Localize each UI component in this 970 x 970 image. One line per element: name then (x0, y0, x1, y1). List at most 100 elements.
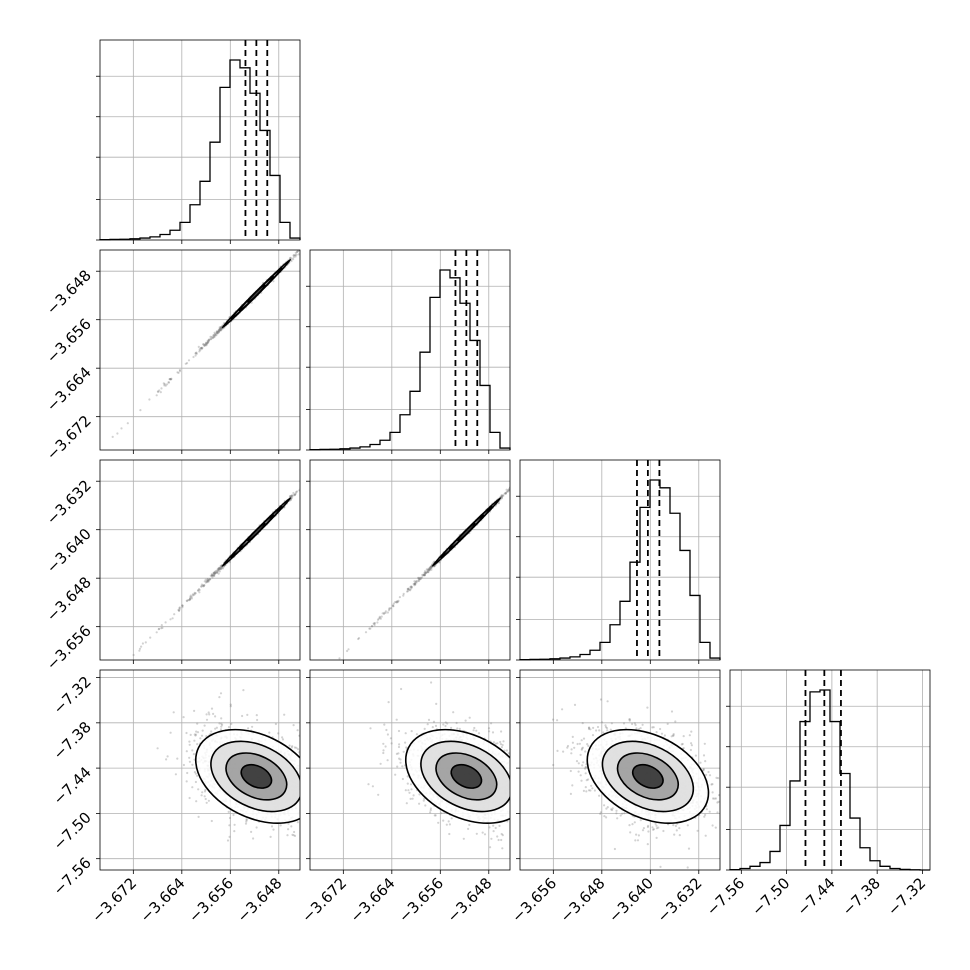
scatter-point (169, 378, 172, 381)
scatter-point (186, 599, 189, 603)
scatter-point (194, 592, 197, 595)
scatter-point (511, 486, 513, 488)
scatter-point (217, 328, 220, 332)
scatter-point (215, 334, 218, 337)
scatter-point (497, 502, 500, 505)
scatter-point (413, 582, 416, 586)
panel-frame (309, 249, 511, 451)
scatter-point (148, 398, 151, 401)
scatter-point (214, 571, 217, 574)
scatter-point (210, 573, 213, 576)
scatter-point (207, 340, 210, 343)
scatter-point (293, 494, 296, 497)
scatter-point (389, 607, 393, 610)
scatter-point (194, 352, 198, 355)
scatter-point (422, 573, 425, 577)
scatter-point (288, 495, 292, 498)
scatter-point (208, 578, 211, 581)
scatter-point (338, 657, 341, 660)
scatter-point (200, 585, 203, 588)
scatter-point (391, 604, 394, 607)
scatter-point (291, 495, 294, 498)
scatter-point (294, 251, 297, 254)
scatter-point (426, 570, 429, 574)
scatter-point (424, 571, 427, 574)
scatter-point (206, 339, 209, 342)
scatter-point (309, 240, 311, 242)
scatter-point (301, 783, 303, 785)
scatter-point (218, 567, 221, 570)
histogram-panel-3 (726, 669, 931, 874)
scatter-contents (156, 689, 309, 842)
scatter-point (211, 336, 214, 339)
scatter-point (424, 571, 427, 574)
scatter-point (428, 569, 431, 572)
scatter-point (292, 256, 295, 259)
scatter-point (157, 390, 160, 393)
scatter-point (173, 613, 176, 616)
scatter-point (181, 604, 184, 607)
scatter-point (357, 637, 360, 641)
scatter-point (418, 578, 421, 581)
histogram-step (309, 269, 511, 451)
scatter-point (199, 349, 202, 352)
scatter-point (504, 492, 507, 495)
scatter-point (200, 585, 203, 588)
scatter-point (192, 594, 195, 597)
scatter-point (281, 738, 285, 741)
scatter-point (218, 567, 221, 571)
scatter-point (208, 578, 211, 581)
scatter-point (413, 583, 417, 586)
scatter-panel-2-1 (306, 459, 515, 668)
scatter-point (513, 485, 515, 487)
scatter-point (189, 597, 192, 600)
scatter-point (164, 621, 167, 624)
scatter-point (507, 488, 510, 491)
scatter-point (381, 612, 384, 615)
scatter-point (181, 604, 184, 607)
scatter-point (272, 828, 275, 831)
scatter-point (430, 565, 433, 568)
scatter-point (307, 799, 309, 801)
scatter-point (188, 756, 191, 759)
scatter-point (414, 580, 418, 583)
scatter-point (178, 608, 181, 611)
scatter-point (219, 567, 222, 570)
scatter-point (215, 330, 218, 333)
scatter-point (167, 381, 171, 384)
scatter-point (204, 581, 207, 584)
scatter-point (214, 332, 217, 335)
scatter-point (218, 330, 221, 333)
scatter-point (178, 607, 181, 610)
scatter-point (427, 569, 430, 572)
scatter-point (216, 568, 219, 571)
scatter-point (370, 625, 373, 628)
scatter-point (217, 569, 220, 573)
scatter-point (204, 343, 207, 346)
scatter-point (221, 566, 224, 569)
scatter-point (300, 247, 302, 249)
scatter-point (220, 325, 223, 329)
scatter-point (504, 491, 507, 494)
scatter-point (209, 335, 212, 338)
scatter-point (155, 631, 158, 634)
grid-lines (100, 250, 300, 450)
scatter-point (422, 573, 425, 577)
scatter-point (155, 394, 158, 397)
scatter-point (291, 833, 294, 836)
scatter-point (306, 481, 308, 483)
scatter-point (368, 627, 371, 630)
scatter-point (200, 583, 203, 586)
scatter-point (211, 576, 214, 579)
scatter-point (300, 778, 302, 780)
scatter-point (191, 593, 194, 596)
scatter-point (330, 666, 332, 668)
scatter-point (418, 576, 422, 579)
scatter-point (192, 355, 195, 359)
scatter-point (421, 574, 424, 577)
scatter-point (347, 648, 350, 651)
scatter-point (289, 256, 292, 259)
scatter-point (139, 409, 142, 412)
scatter-point (220, 327, 223, 330)
scatter-point (126, 422, 129, 425)
